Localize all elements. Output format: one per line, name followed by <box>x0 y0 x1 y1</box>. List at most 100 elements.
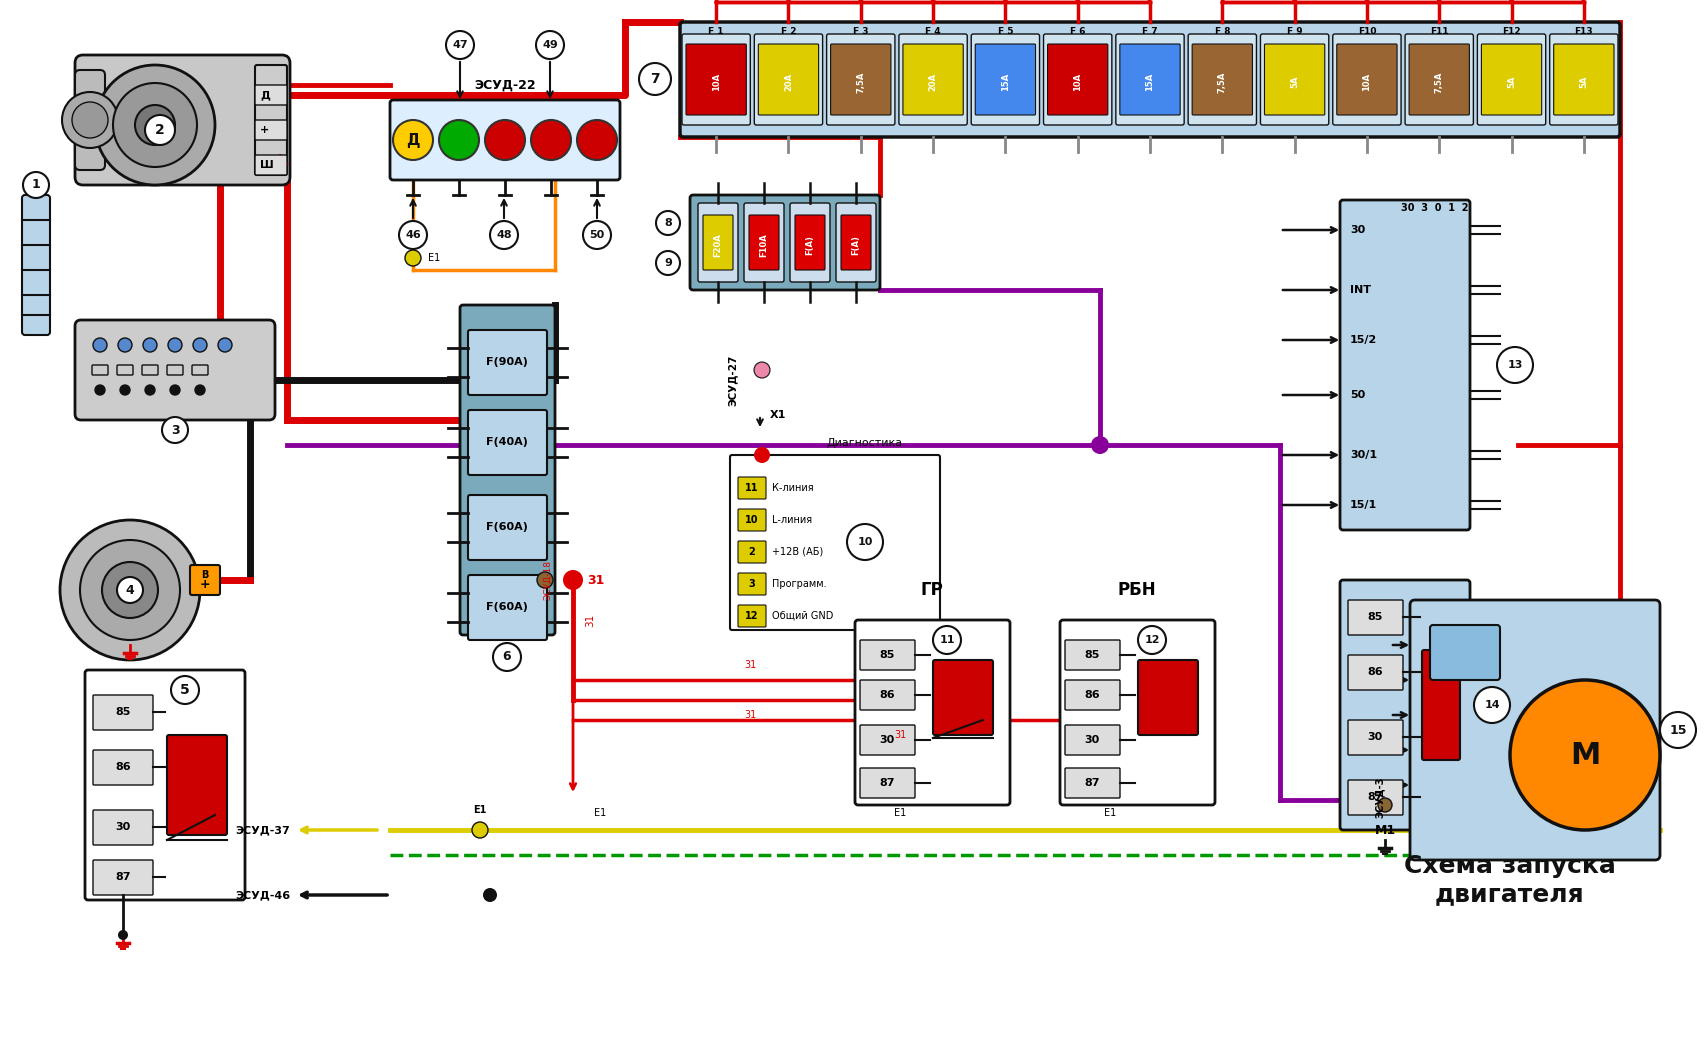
FancyBboxPatch shape <box>738 477 767 499</box>
Text: 86: 86 <box>1084 690 1099 700</box>
Text: 31: 31 <box>895 730 907 740</box>
FancyBboxPatch shape <box>1333 34 1401 125</box>
FancyBboxPatch shape <box>975 45 1036 114</box>
Text: 15/2: 15/2 <box>1350 335 1377 344</box>
Circle shape <box>491 220 518 249</box>
Text: 31: 31 <box>745 660 757 670</box>
Text: 86: 86 <box>879 690 895 700</box>
Text: 12: 12 <box>1145 635 1160 644</box>
Text: 30  3  0  1  2: 30 3 0 1 2 <box>1401 204 1469 213</box>
Circle shape <box>1138 626 1166 654</box>
Text: 14: 14 <box>1484 700 1500 710</box>
Circle shape <box>537 31 564 59</box>
Text: ↔: ↔ <box>453 132 465 147</box>
Text: !: ! <box>547 132 554 147</box>
Text: 20А: 20А <box>784 73 792 91</box>
Text: L-линия: L-линия <box>772 515 813 525</box>
Text: 2: 2 <box>748 547 755 556</box>
FancyBboxPatch shape <box>900 34 968 125</box>
FancyBboxPatch shape <box>1430 625 1500 681</box>
Circle shape <box>1091 436 1109 454</box>
FancyBboxPatch shape <box>861 640 915 670</box>
Circle shape <box>119 385 130 395</box>
Text: 86: 86 <box>116 762 131 772</box>
Text: 85: 85 <box>1084 650 1099 660</box>
Circle shape <box>753 363 770 378</box>
FancyBboxPatch shape <box>729 455 941 630</box>
Circle shape <box>60 520 199 660</box>
Text: +: + <box>261 125 269 135</box>
Circle shape <box>94 338 107 352</box>
Text: F 6: F 6 <box>1070 28 1085 36</box>
Circle shape <box>118 577 143 603</box>
Text: 87: 87 <box>879 778 895 788</box>
FancyBboxPatch shape <box>1409 45 1469 114</box>
Text: ЭСУД-27: ЭСУД-27 <box>728 354 738 406</box>
FancyBboxPatch shape <box>256 65 286 175</box>
Text: 6: 6 <box>503 651 511 664</box>
FancyBboxPatch shape <box>758 45 818 114</box>
Text: 15: 15 <box>1670 724 1687 737</box>
FancyBboxPatch shape <box>842 215 871 270</box>
FancyBboxPatch shape <box>141 365 158 375</box>
Circle shape <box>1510 681 1660 830</box>
FancyBboxPatch shape <box>1348 655 1402 690</box>
Circle shape <box>1379 798 1392 812</box>
Circle shape <box>578 120 617 160</box>
Text: 12: 12 <box>745 611 758 621</box>
Circle shape <box>145 385 155 395</box>
FancyBboxPatch shape <box>687 45 746 114</box>
Circle shape <box>656 211 680 235</box>
Text: Диагностика: Диагностика <box>826 438 903 448</box>
Text: К-линия: К-линия <box>772 483 813 493</box>
Circle shape <box>753 447 770 463</box>
Circle shape <box>193 338 206 352</box>
Text: 4: 4 <box>126 583 135 597</box>
Text: 5А: 5А <box>1290 76 1298 88</box>
Circle shape <box>406 250 421 266</box>
FancyBboxPatch shape <box>85 670 245 900</box>
Circle shape <box>532 120 571 160</box>
Text: 31: 31 <box>584 614 595 626</box>
Circle shape <box>102 562 158 618</box>
FancyBboxPatch shape <box>690 195 879 290</box>
Circle shape <box>1498 347 1534 383</box>
Text: F11: F11 <box>1430 28 1448 36</box>
Text: F13: F13 <box>1574 28 1593 36</box>
Text: +: + <box>499 132 511 147</box>
Text: F 9: F 9 <box>1287 28 1302 36</box>
FancyBboxPatch shape <box>469 330 547 395</box>
Text: F 5: F 5 <box>997 28 1014 36</box>
FancyBboxPatch shape <box>256 155 286 175</box>
FancyBboxPatch shape <box>191 565 220 595</box>
Text: РБН: РБН <box>1118 581 1157 599</box>
FancyBboxPatch shape <box>1138 660 1198 735</box>
FancyBboxPatch shape <box>1060 620 1215 805</box>
Text: 10: 10 <box>857 537 872 547</box>
FancyBboxPatch shape <box>1406 34 1474 125</box>
FancyBboxPatch shape <box>971 34 1039 125</box>
Text: 11: 11 <box>939 635 954 644</box>
Circle shape <box>440 120 479 160</box>
Text: 7: 7 <box>651 72 659 86</box>
FancyBboxPatch shape <box>469 495 547 560</box>
Circle shape <box>847 524 883 560</box>
FancyBboxPatch shape <box>837 204 876 282</box>
FancyBboxPatch shape <box>118 365 133 375</box>
Circle shape <box>537 572 554 588</box>
Text: 10А: 10А <box>712 73 721 91</box>
Text: Схема запуска
двигателя: Схема запуска двигателя <box>1404 854 1615 906</box>
Circle shape <box>118 338 131 352</box>
Text: 30: 30 <box>1367 732 1382 742</box>
FancyBboxPatch shape <box>738 541 767 563</box>
Text: Общий GND: Общий GND <box>772 611 833 621</box>
Circle shape <box>639 63 671 95</box>
FancyBboxPatch shape <box>861 681 915 710</box>
Text: 1: 1 <box>32 178 41 192</box>
FancyBboxPatch shape <box>1554 45 1614 114</box>
FancyBboxPatch shape <box>1549 34 1619 125</box>
FancyBboxPatch shape <box>861 768 915 798</box>
Text: ЭСУД-46: ЭСУД-46 <box>235 890 290 900</box>
Text: F(60A): F(60A) <box>486 522 528 532</box>
Circle shape <box>22 172 49 198</box>
